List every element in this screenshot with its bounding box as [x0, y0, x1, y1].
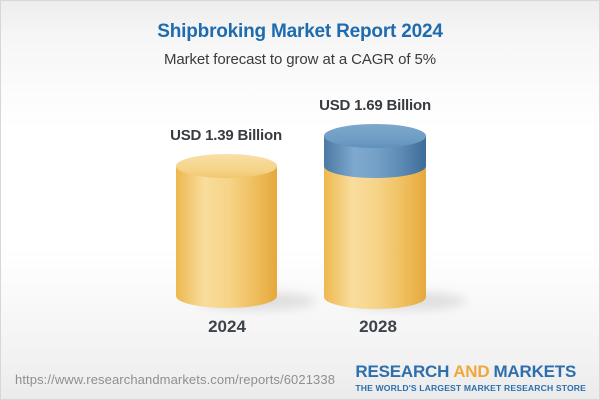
page-title: Shipbroking Market Report 2024	[157, 21, 443, 42]
cylinder-top-face-yellow	[176, 154, 277, 178]
cylinder-top-face-blue	[324, 124, 426, 148]
logo-wordmark: RESEARCH AND MARKETS	[355, 363, 576, 381]
cylinder-body-yellow	[324, 166, 426, 309]
value-label-2028: USD 1.69 Billion	[319, 97, 431, 114]
bar-cylinder-2028	[324, 124, 426, 309]
category-label-2024: 2024	[208, 317, 246, 336]
value-label-2024: USD 1.39 Billion	[170, 127, 282, 144]
research-and-markets-logo[interactable]: RESEARCH AND MARKETS THE WORLD'S LARGEST M…	[355, 363, 586, 393]
bar-cylinder-2024	[176, 154, 277, 309]
logo-tagline: THE WORLD'S LARGEST MARKET RESEARCH STOR…	[355, 382, 586, 393]
logo-word-research: RESEARCH	[355, 362, 450, 381]
category-label-2028: 2028	[359, 317, 397, 336]
report-url[interactable]: https://www.researchandmarkets.com/repor…	[15, 372, 336, 387]
logo-word-and: AND	[453, 362, 490, 381]
cylinder-body-yellow	[176, 166, 277, 308]
page-subtitle: Market forecast to grow at a CAGR of 5%	[163, 51, 437, 68]
logo-word-markets: MARKETS	[493, 362, 577, 381]
